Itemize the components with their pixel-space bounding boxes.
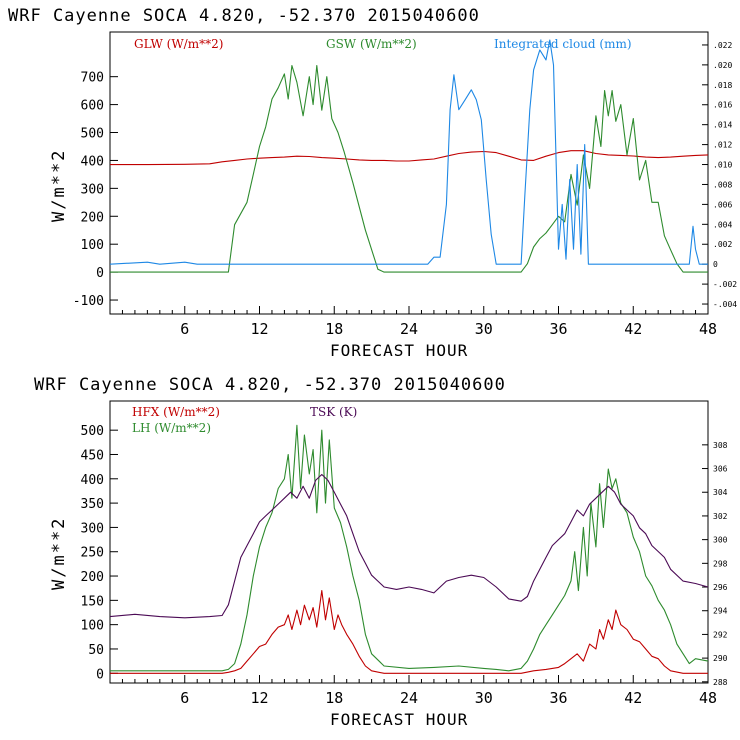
y-tick-label: 500: [81, 424, 104, 439]
x-tick-label: 12: [250, 320, 268, 338]
y-tick-label: 400: [81, 473, 104, 488]
y-tick-label: 50: [88, 643, 104, 658]
chart-2-series-group: [109, 424, 709, 674]
right-tick-label: 308: [713, 441, 728, 450]
y-tick-label: 300: [81, 521, 104, 536]
y-tick-label: 0: [96, 667, 104, 682]
chart-1-legend-cloud: Integrated cloud (mm): [494, 37, 632, 51]
y-tick-label: 250: [81, 546, 104, 561]
x-tick-label: 24: [400, 320, 418, 338]
chart-2-legend-tsk: TSK (K): [310, 405, 357, 419]
y-tick-label: 100: [81, 619, 104, 634]
right-tick-label: .012: [713, 141, 732, 150]
series-line-gsw: [110, 64, 708, 273]
x-tick-label: 36: [549, 320, 567, 338]
y-tick-label: 350: [81, 497, 104, 512]
right-tick-label: .020: [713, 61, 732, 70]
right-tick-label: .014: [713, 121, 732, 130]
right-tick-label: 290: [713, 654, 728, 663]
x-tick-label: 12: [250, 689, 268, 707]
x-tick-label: 6: [180, 689, 189, 707]
x-tick-label: 24: [400, 689, 418, 707]
right-tick-label: 302: [713, 512, 728, 521]
chart-1-legend-gsw: GSW (W/m**2): [326, 37, 417, 51]
panel-1: WRF Cayenne SOCA 4.820, -52.370 20150406…: [8, 6, 737, 360]
y-tick-label: 150: [81, 594, 104, 609]
chart-1-series-group: [109, 39, 709, 273]
chart-1-y-axis: -100 0 100 200 300 400 500 600 700: [73, 71, 118, 309]
right-tick-label: -.002: [713, 280, 737, 289]
chart-1-title: WRF Cayenne SOCA 4.820, -52.370 20150406…: [8, 6, 480, 26]
y-tick-label: 450: [81, 448, 104, 463]
right-tick-label: .022: [713, 41, 732, 50]
x-tick-label: 6: [180, 320, 189, 338]
x-tick-label: 48: [699, 689, 717, 707]
y-tick-label: 500: [81, 127, 104, 142]
right-tick-label: .008: [713, 180, 732, 189]
chart-1-x-axis-label: FORECAST HOUR: [330, 341, 468, 360]
y-tick-label: 200: [81, 570, 104, 585]
right-tick-label: .002: [713, 240, 732, 249]
chart-2-right-axis: 288 290 292 294 296 298 300 302 304 306 308: [702, 441, 728, 687]
right-tick-label: 294: [713, 607, 728, 616]
series-line-glw: [110, 150, 709, 166]
right-tick-label: .006: [713, 200, 732, 209]
right-tick-label: 288: [713, 678, 728, 687]
y-tick-label: -100: [73, 294, 104, 309]
chart-2-legend-hfx: HFX (W/m**2): [132, 405, 220, 419]
series-line-lh: [110, 424, 709, 672]
right-tick-label: .016: [713, 101, 732, 110]
x-tick-label: 36: [549, 689, 567, 707]
right-tick-label: .010: [713, 161, 732, 170]
series-line-integrated: [109, 39, 708, 265]
x-tick-label: 18: [325, 689, 343, 707]
chart-2-x-axis: 6 12 18 24 30 36 42 48: [121, 675, 717, 707]
chart-1-legend-glw: GLW (W/m**2): [134, 37, 223, 51]
right-tick-label: .004: [713, 220, 732, 229]
right-tick-label: .018: [713, 81, 732, 90]
chart-2-title: WRF Cayenne SOCA 4.820, -52.370 20150406…: [34, 375, 506, 395]
y-tick-label: 300: [81, 182, 104, 197]
x-tick-label: 30: [475, 320, 493, 338]
right-tick-label: 296: [713, 583, 728, 592]
chart-1-y-axis-label: W/m**2: [49, 149, 69, 222]
series-line-hfx: [110, 590, 708, 674]
right-tick-label: 0: [713, 260, 718, 269]
x-tick-label: 30: [475, 689, 493, 707]
right-tick-label: 292: [713, 630, 728, 639]
x-tick-label: 42: [624, 689, 642, 707]
y-tick-label: 100: [81, 238, 104, 253]
chart-2-y-axis-label: W/m**2: [49, 517, 69, 590]
y-tick-label: 700: [81, 71, 104, 86]
series-line-tsk: [109, 473, 709, 619]
chart-1-right-axis: -.004 -.002 0 .002 .004 .006 .008 .010 .012 .014.…: [702, 41, 737, 309]
x-tick-label: 42: [624, 320, 642, 338]
right-tick-label: 304: [713, 488, 728, 497]
x-tick-label: 48: [699, 320, 717, 338]
y-tick-label: 400: [81, 154, 104, 169]
y-tick-label: 200: [81, 210, 104, 225]
chart-2-x-axis-label: FORECAST HOUR: [330, 710, 468, 729]
panel-2: WRF Cayenne SOCA 4.820, -52.370 20150406…: [34, 375, 728, 729]
chart-2-legend-lh: LH (W/m**2): [132, 421, 211, 435]
y-tick-label: 0: [96, 266, 104, 281]
right-tick-label: -.004: [713, 300, 737, 309]
chart-2-y-axis: 0 50 100 150 200 250 300 350 400 450 500: [81, 424, 118, 682]
y-tick-label: 600: [81, 99, 104, 114]
x-tick-label: 18: [325, 320, 343, 338]
chart-1-x-axis: 6 12 18 24 30 36 42 48: [121, 306, 717, 338]
right-tick-label: 306: [713, 465, 728, 474]
right-tick-label: 300: [713, 536, 728, 545]
right-tick-label: 298: [713, 559, 728, 568]
